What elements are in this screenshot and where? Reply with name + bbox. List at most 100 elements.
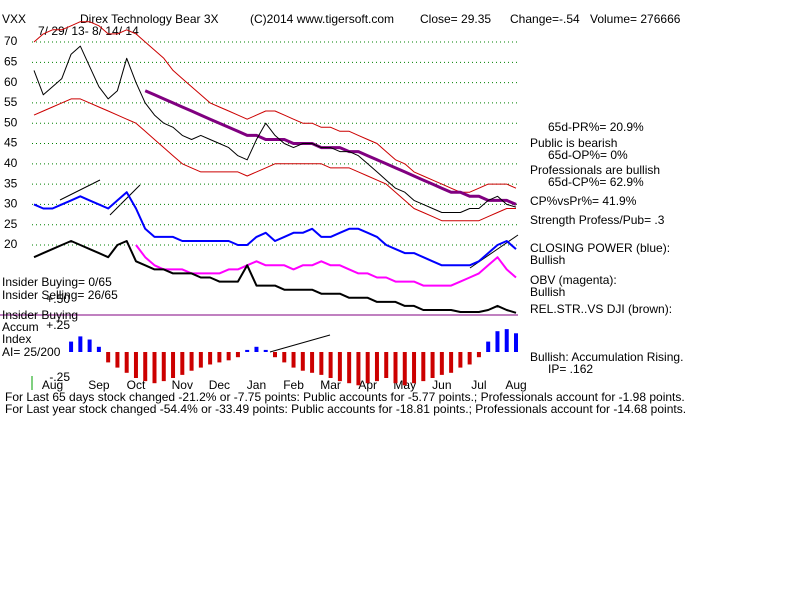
bar bbox=[449, 352, 454, 373]
bar bbox=[421, 352, 426, 382]
y-tick-label: 40 bbox=[4, 156, 18, 170]
bar bbox=[412, 352, 417, 384]
bar bbox=[514, 333, 518, 352]
ticker: VXX bbox=[2, 12, 26, 26]
bar bbox=[171, 352, 176, 378]
bar bbox=[180, 352, 185, 375]
annotation: Strength Profess/Pub= .3 bbox=[530, 213, 665, 227]
header-text: Change=-.54 bbox=[510, 12, 580, 26]
annotation: Bullish: Accumulation Rising. bbox=[530, 350, 683, 364]
bar bbox=[430, 352, 435, 378]
x-tick-label: Jul bbox=[471, 378, 486, 392]
annotation: Insider Selling= 26/65 bbox=[2, 288, 118, 302]
bar bbox=[152, 352, 157, 384]
series-line bbox=[33, 45, 517, 213]
bar bbox=[78, 336, 83, 352]
annotation: IP= .162 bbox=[548, 362, 593, 376]
bar bbox=[402, 352, 407, 386]
annotation: REL.STR..VS DJI (brown): bbox=[530, 302, 672, 316]
annotation: Accum bbox=[2, 320, 39, 334]
annotation: AI= 25/200 bbox=[2, 345, 61, 359]
y-tick-label: 20 bbox=[4, 237, 18, 251]
bar bbox=[476, 352, 481, 358]
y-tick-label: +.25 bbox=[46, 318, 70, 332]
annotation: CP%vsPr%= 41.9% bbox=[530, 194, 637, 208]
y-tick-label: +.50 bbox=[46, 292, 70, 306]
x-tick-label: Sep bbox=[88, 378, 110, 392]
bar bbox=[133, 352, 138, 378]
y-tick-label: 35 bbox=[4, 176, 18, 190]
annotation: Bullish bbox=[530, 285, 565, 299]
annotation: Public is bearish bbox=[530, 136, 617, 150]
bar bbox=[495, 331, 500, 352]
bar bbox=[337, 352, 342, 382]
annotation: Insider Buying bbox=[2, 308, 78, 322]
bar bbox=[300, 352, 305, 371]
y-tick-label: 45 bbox=[4, 136, 18, 150]
trend-line bbox=[59, 179, 101, 201]
date-range: 7/ 29/ 13- 8/ 14/ 14 bbox=[38, 24, 139, 38]
bar bbox=[161, 352, 166, 382]
bar bbox=[319, 352, 324, 375]
x-tick-label: Aug bbox=[505, 378, 526, 392]
annotation: OBV (magenta): bbox=[530, 273, 617, 287]
annotation: 65d-OP%= 0% bbox=[548, 148, 628, 162]
bar bbox=[291, 352, 296, 368]
bar bbox=[504, 329, 509, 352]
annotation: Index bbox=[2, 332, 31, 346]
x-tick-label: Jun bbox=[432, 378, 451, 392]
bar bbox=[143, 352, 148, 382]
header-text: Direx Technology Bear 3X bbox=[80, 12, 219, 26]
bar bbox=[467, 352, 472, 365]
annotation: Bullish bbox=[530, 253, 565, 267]
bar bbox=[365, 352, 370, 384]
bar bbox=[217, 352, 222, 363]
bar bbox=[124, 352, 129, 373]
bar bbox=[374, 352, 379, 382]
bar bbox=[347, 352, 352, 384]
x-tick-label: Oct bbox=[127, 378, 146, 392]
bar bbox=[189, 352, 194, 371]
bar bbox=[254, 346, 259, 352]
footer-text: For Last year stock changed -54.4% or -3… bbox=[5, 402, 686, 416]
bar bbox=[226, 352, 231, 361]
bar bbox=[96, 346, 101, 352]
bar bbox=[198, 352, 203, 368]
bar bbox=[458, 352, 463, 368]
bar bbox=[282, 352, 287, 363]
x-tick-label: Feb bbox=[283, 378, 304, 392]
bar bbox=[393, 352, 398, 384]
bar bbox=[310, 352, 315, 373]
bar bbox=[69, 341, 74, 352]
x-tick-label: Dec bbox=[209, 378, 230, 392]
x-tick-label: Aug bbox=[42, 378, 63, 392]
series-line bbox=[33, 240, 517, 314]
bar bbox=[384, 352, 389, 378]
bar bbox=[208, 352, 213, 365]
bar bbox=[106, 352, 111, 363]
series-line bbox=[135, 244, 517, 287]
annotation: CLOSING POWER (blue): bbox=[530, 241, 670, 255]
series-line bbox=[33, 21, 517, 193]
annotation: Professionals are bullish bbox=[530, 163, 660, 177]
bar bbox=[263, 349, 268, 352]
x-tick-label: Jan bbox=[247, 378, 266, 392]
x-tick-label: Nov bbox=[172, 378, 193, 392]
y-tick-label: 60 bbox=[4, 75, 18, 89]
header-text: (C)2014 www.tigersoft.com bbox=[250, 12, 394, 26]
x-tick-label: Apr bbox=[358, 378, 377, 392]
y-tick-label: 65 bbox=[4, 54, 18, 68]
bar bbox=[235, 352, 240, 358]
series-line bbox=[33, 98, 516, 222]
x-tick-label: Mar bbox=[320, 378, 341, 392]
y-tick-label: -.25 bbox=[49, 370, 70, 384]
y-tick-label: 50 bbox=[4, 115, 18, 129]
y-tick-label: 55 bbox=[4, 95, 18, 109]
footer-text: For Last 65 days stock changed -21.2% or… bbox=[5, 390, 685, 404]
bar bbox=[87, 339, 92, 352]
trend-line bbox=[269, 334, 331, 353]
trend-line bbox=[109, 184, 141, 216]
annotation: 65d-CP%= 62.9% bbox=[548, 175, 644, 189]
bar bbox=[439, 352, 444, 375]
